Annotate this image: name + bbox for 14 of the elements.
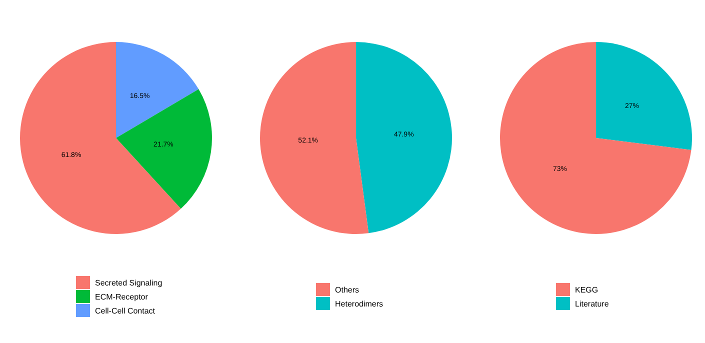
pie-slice: [356, 42, 452, 234]
legend-label: KEGG: [575, 286, 598, 294]
legend-label: Cell-Cell Contact: [95, 306, 156, 316]
legend-label: Literature: [575, 300, 610, 308]
pie-slice: [500, 42, 692, 234]
pie-slice: [116, 89, 212, 209]
pie-slice: [20, 42, 181, 234]
legend-label: ECM-Receptor: [95, 292, 148, 302]
legend-label: Heterodimers: [335, 300, 384, 308]
pie-slice: [596, 42, 692, 150]
pie-slice: [260, 42, 369, 234]
pie-slice: [116, 42, 199, 138]
legend-label: Secreted Signaling: [95, 278, 162, 288]
legend-label: Others: [335, 286, 360, 294]
